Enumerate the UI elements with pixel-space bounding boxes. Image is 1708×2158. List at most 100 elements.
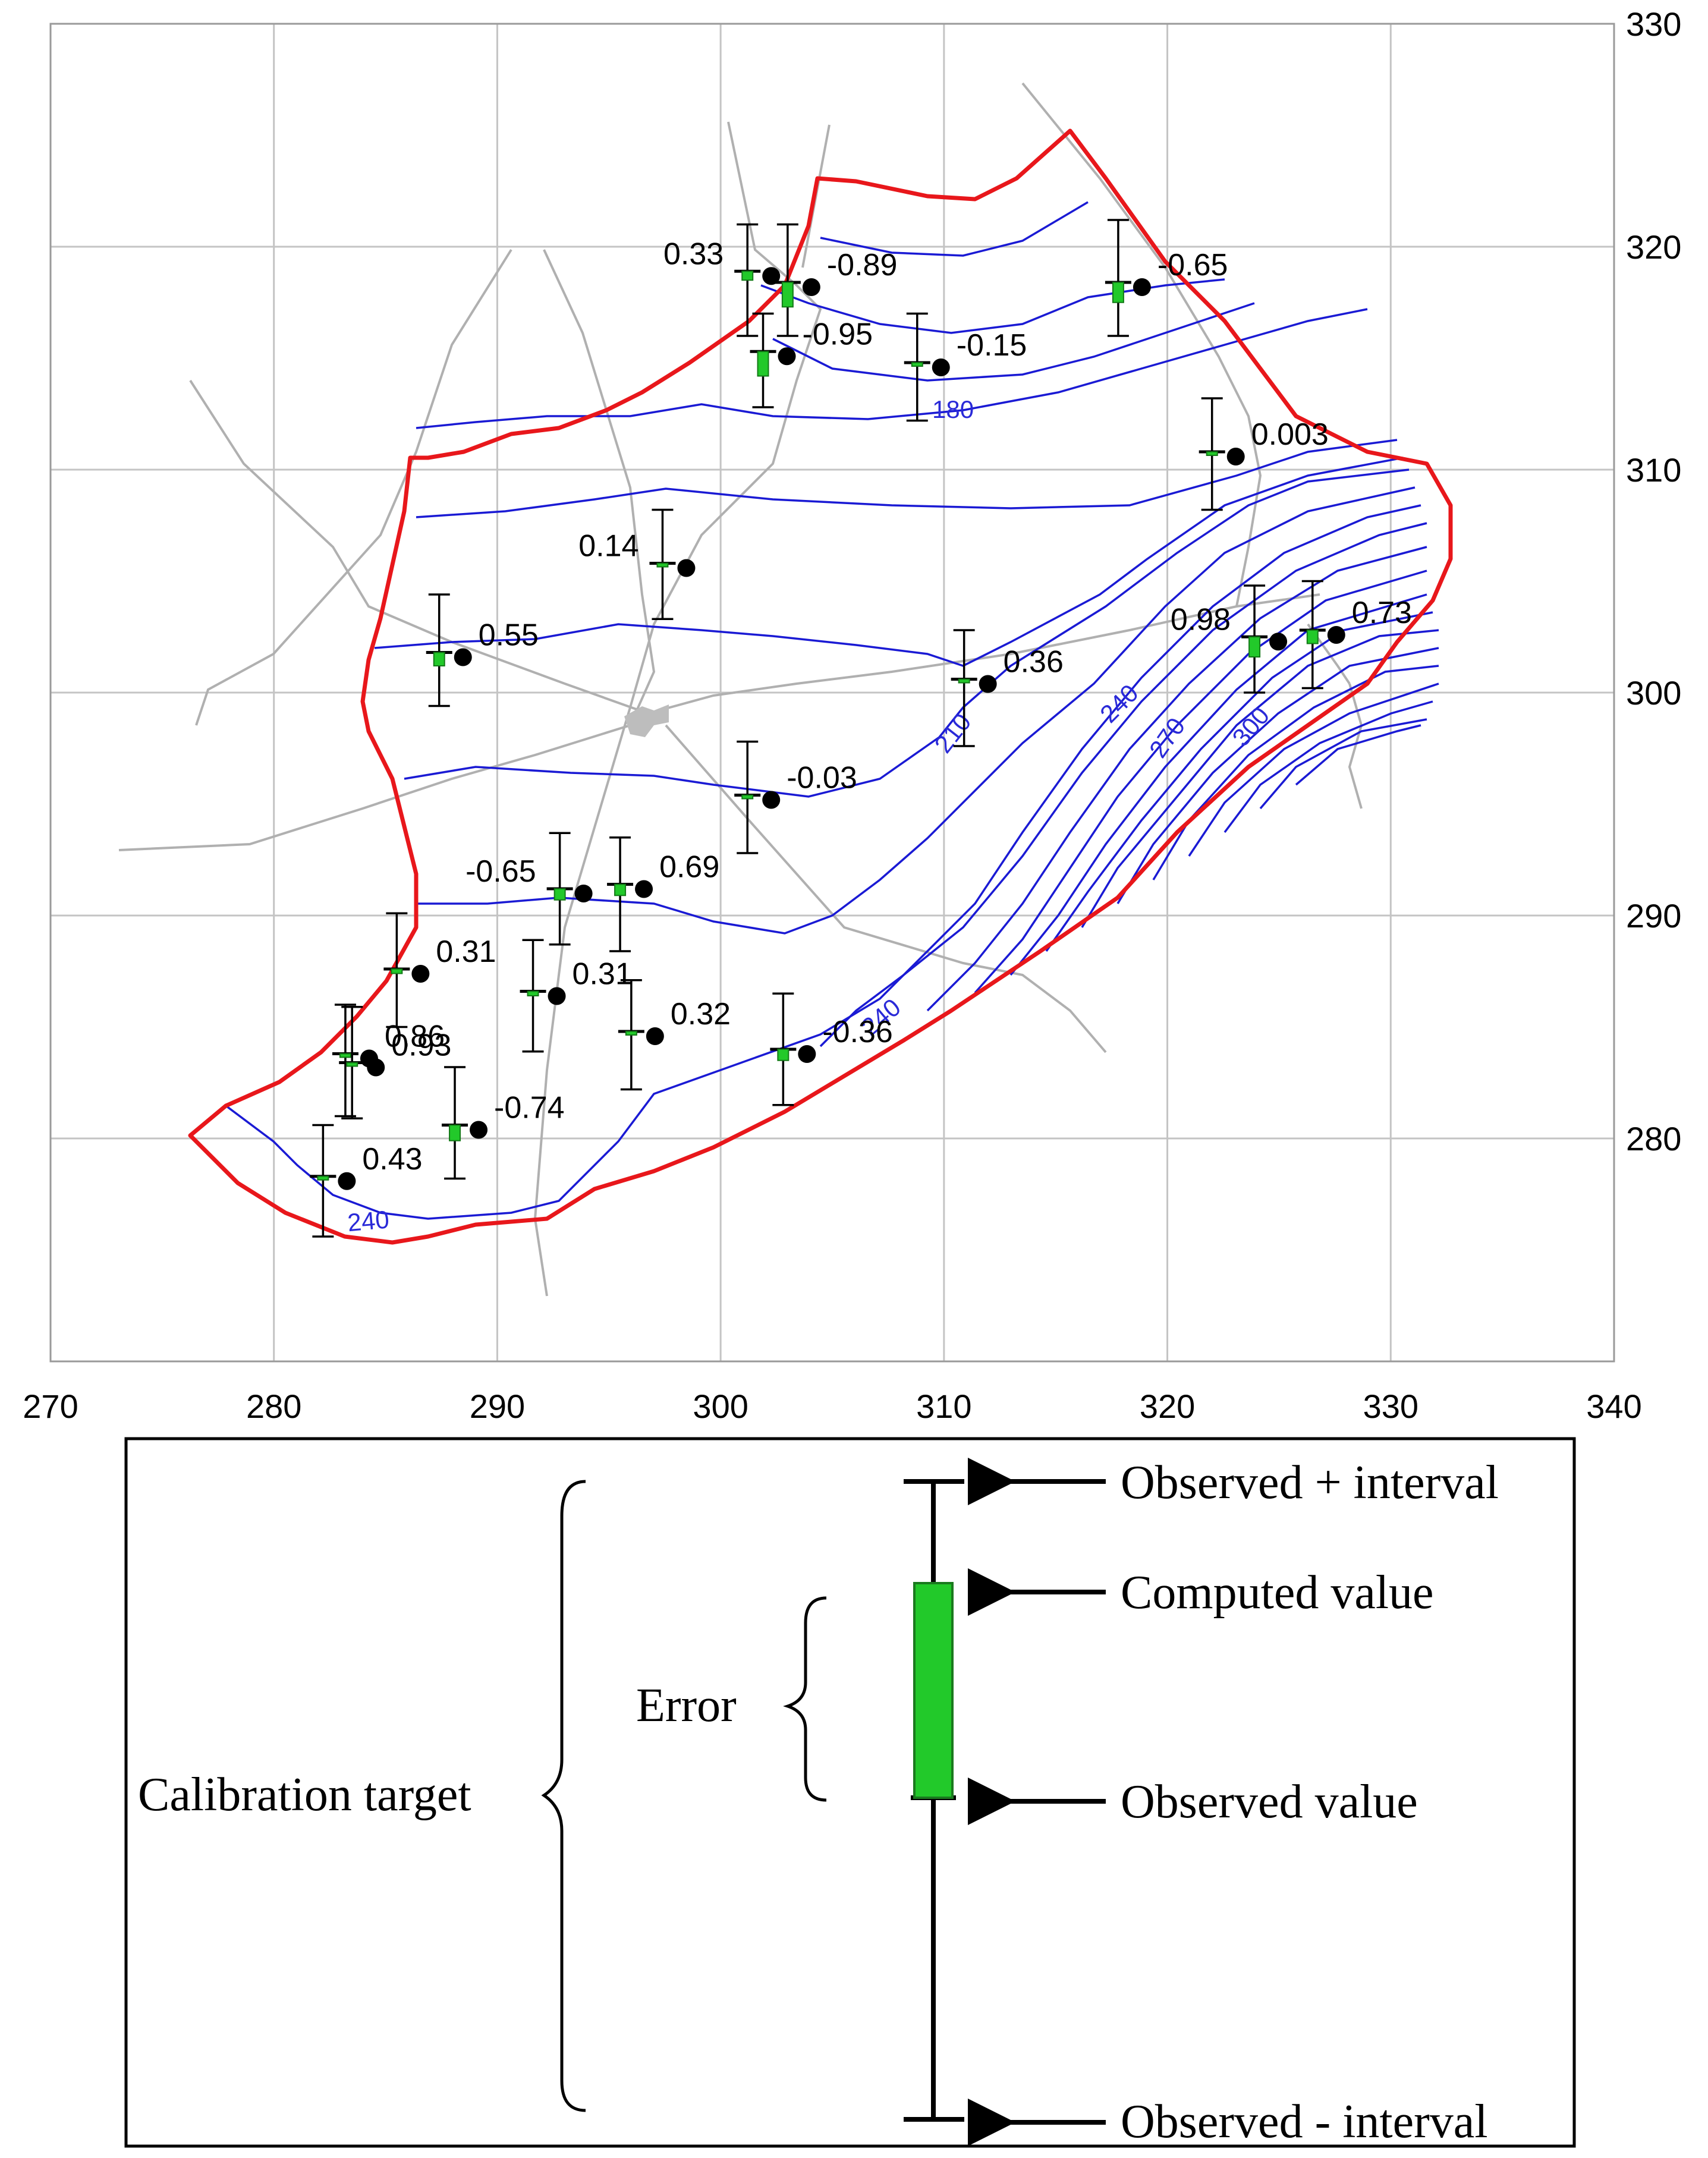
target-residual-label: 0.55 — [479, 618, 539, 653]
observation-well — [338, 1172, 356, 1190]
calibration-map: 180 210 240 270 300 240 240 0.33 -0.89-0.… — [23, 5, 1682, 1425]
observation-well — [454, 648, 472, 666]
observation-well — [1133, 278, 1151, 296]
legend-observed-value: Observed value — [1121, 1776, 1418, 1828]
plot-frame — [49, 23, 1615, 1363]
observation-well — [1269, 633, 1288, 651]
target-error-bar — [1206, 451, 1218, 456]
legend-error: Error — [636, 1679, 737, 1732]
observation-well — [574, 885, 593, 902]
target-residual-label: -0.89 — [827, 248, 898, 282]
legend-observed-minus-interval: Observed - interval — [1121, 2096, 1488, 2148]
target-residual-label: -0.95 — [803, 317, 873, 351]
calibration-target: 0.93 — [339, 1006, 451, 1119]
calibration-target: 0.98 — [1171, 584, 1288, 694]
target-residual-label: 0.93 — [391, 1028, 451, 1063]
target-error-bar — [449, 1124, 461, 1141]
target-residual-label: 0.31 — [573, 957, 633, 992]
target-residual-label: 0.73 — [1352, 596, 1412, 630]
target-residual-label: 0.43 — [362, 1142, 422, 1176]
observation-well — [548, 987, 566, 1005]
target-residual-label: 0.98 — [1171, 602, 1231, 637]
target-residual-label: -0.36 — [822, 1015, 893, 1049]
observation-well — [979, 675, 997, 693]
contour-label-180: 180 — [932, 395, 974, 423]
target-residual-label: -0.65 — [465, 854, 536, 889]
legend-error-bar — [913, 1582, 954, 1799]
target-residual-label: -0.74 — [494, 1091, 565, 1125]
calibration-target: 0.69 — [607, 836, 719, 952]
contour-label-240: 240 — [347, 1205, 391, 1237]
legend-computed-value: Computed value — [1121, 1566, 1434, 1619]
observation-well — [1226, 448, 1245, 465]
calibration-target: 0.31 — [383, 912, 496, 1028]
observation-well — [677, 559, 696, 577]
x-tick-label: 320 — [1140, 1388, 1195, 1425]
x-tick-label: 330 — [1363, 1388, 1418, 1425]
target-error-bar — [741, 270, 754, 281]
y-tick-label: 330 — [1626, 5, 1681, 43]
calibration-target: 0.55 — [426, 593, 539, 707]
calibration-target: -0.36 — [770, 992, 893, 1106]
calibration-target: 0.73 — [1299, 580, 1412, 690]
observation-well — [802, 278, 820, 296]
target-residual-label: 0.31 — [436, 935, 496, 969]
target-error-bar — [625, 1031, 637, 1036]
target-error-bar — [1248, 636, 1261, 658]
target-residual-label: 0.86 — [385, 1020, 445, 1054]
target-error-bar — [777, 1049, 789, 1061]
y-tick-label: 290 — [1626, 897, 1681, 935]
target-error-bar — [1112, 282, 1124, 303]
y-tick-label: 280 — [1626, 1120, 1681, 1157]
target-residual-label: 0.003 — [1251, 417, 1329, 452]
legend-calibration-target: Calibration target — [138, 1769, 471, 1821]
target-error-bar — [1306, 630, 1319, 644]
target-residual-label: 0.32 — [671, 997, 731, 1031]
target-residual-label: -0.15 — [957, 328, 1027, 363]
target-error-bar — [614, 883, 627, 896]
observation-well — [798, 1045, 816, 1063]
calibration-target: -0.95 — [750, 312, 873, 408]
target-error-bar — [656, 562, 669, 568]
error-brace — [783, 1596, 827, 1802]
x-tick-label: 290 — [470, 1388, 525, 1425]
calibration-targets: 0.33 -0.89 -0.95 -0.15 -0.65 0.003 0.14 0.55 0.3… — [310, 219, 1412, 1238]
calibration-target: -0.03 — [734, 740, 857, 854]
y-tick-label: 320 — [1626, 228, 1681, 266]
legend-observed-plus-interval: Observed + interval — [1121, 1457, 1499, 1509]
calibration-target: 0.003 — [1199, 397, 1329, 511]
y-tick-label: 310 — [1626, 451, 1681, 489]
model-boundary — [188, 128, 1453, 1245]
target-error-bar — [527, 990, 539, 996]
calibration-target: -0.74 — [442, 1066, 565, 1180]
map-grid — [51, 24, 1614, 1361]
legend-box — [124, 1437, 1576, 2148]
observation-well — [932, 358, 950, 376]
calibration-target: 0.14 — [578, 508, 696, 620]
town-patch — [624, 704, 669, 737]
y-axis-ticks: 280 290 300 310 320 330 — [1626, 5, 1681, 1157]
calibration-target: -0.15 — [904, 312, 1027, 422]
x-tick-label: 270 — [23, 1388, 78, 1425]
calibration-target: -0.89 — [774, 223, 898, 337]
calibration-target: -0.65 — [465, 832, 593, 946]
observation-well — [470, 1121, 488, 1139]
y-tick-label: 300 — [1626, 674, 1681, 712]
observation-well — [411, 965, 430, 983]
target-error-bar — [391, 968, 403, 974]
target-residual-label: 0.69 — [659, 850, 719, 885]
target-error-bar — [553, 888, 566, 901]
x-tick-label: 310 — [916, 1388, 971, 1425]
head-contours — [225, 201, 1439, 1220]
target-residual-label: 0.33 — [663, 237, 724, 271]
x-axis-ticks: 270 280 290 300 310 320 330 340 — [23, 1388, 1641, 1425]
target-error-bar — [741, 794, 754, 800]
target-error-bar — [433, 652, 445, 666]
calibration-target: 0.31 — [520, 939, 633, 1053]
target-residual-label: 0.14 — [578, 529, 638, 564]
observation-well — [778, 347, 796, 366]
observation-well — [367, 1058, 385, 1077]
target-error-bar — [317, 1175, 329, 1181]
x-tick-label: 280 — [246, 1388, 301, 1425]
calibration-legend: Observed + interval Computed value Error… — [124, 1437, 1576, 2148]
